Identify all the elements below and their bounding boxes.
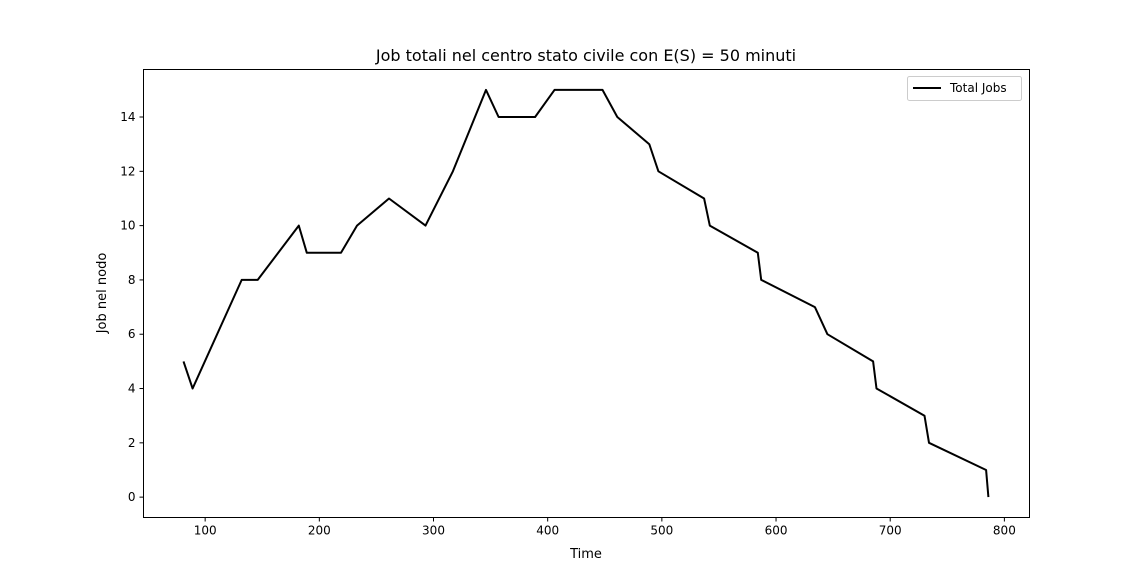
legend-label-total-jobs: Total Jobs	[949, 81, 1007, 95]
y-tick-label: 12	[120, 164, 135, 178]
x-tick-label: 800	[993, 524, 1016, 538]
chart-title: Job totali nel centro stato civile con E…	[375, 46, 796, 65]
x-tick-label: 300	[422, 524, 445, 538]
x-tick-label: 600	[765, 524, 788, 538]
x-tick-label: 100	[194, 524, 217, 538]
y-tick-label: 4	[128, 382, 136, 396]
y-tick-label: 14	[120, 110, 135, 124]
x-tick-label: 200	[308, 524, 331, 538]
x-axis-label: Time	[569, 547, 602, 562]
y-axis: 0 2 4 6 8 10 12 14	[120, 110, 144, 504]
y-tick-label: 10	[120, 219, 135, 233]
legend-box	[907, 76, 1022, 101]
y-tick-label: 8	[128, 273, 136, 287]
x-tick-label: 400	[536, 524, 559, 538]
y-axis-label: Job nel nodo	[95, 253, 110, 335]
y-tick-label: 2	[128, 436, 136, 450]
legend: Total Jobs	[907, 76, 1022, 101]
x-tick-label: 700	[879, 524, 902, 538]
series-line-total-jobs	[182, 88, 990, 498]
series-layer	[182, 88, 990, 498]
x-tick-label: 500	[650, 524, 673, 538]
y-tick-label: 0	[128, 490, 136, 504]
x-axis: 100 200 300 400 500 600 700 800	[194, 517, 1016, 538]
y-tick-label: 6	[128, 327, 136, 341]
plot-area	[143, 69, 1030, 518]
